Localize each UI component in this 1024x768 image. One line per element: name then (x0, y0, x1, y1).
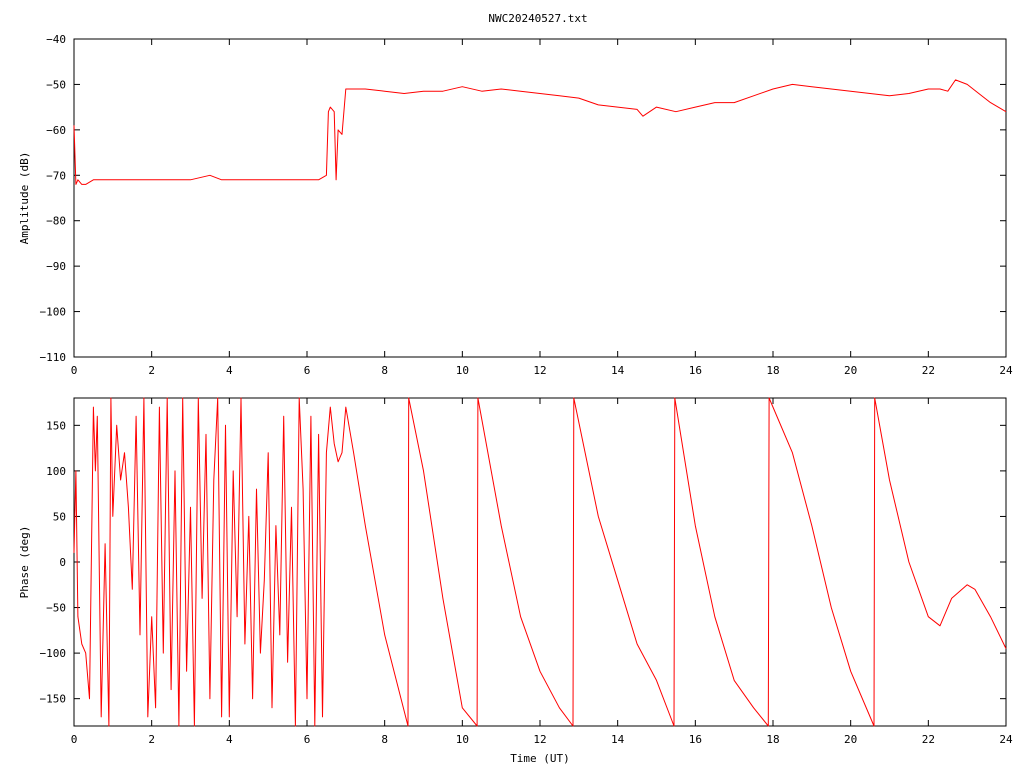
amplitude-plot: 0 2 4 6 8 10 12 14 16 18 20 22 24 −110−100−90−80−70−… (18, 33, 1013, 377)
phase-y-tick-label: 0 (59, 556, 66, 569)
phase-x-tick-label: 4 (226, 733, 233, 746)
phase-y-tick-label: 50 (53, 510, 66, 523)
amplitude-x-tick-label: 12 (533, 364, 546, 377)
amplitude-y-tick-label: −60 (46, 124, 66, 137)
amplitude-x-tick-label: 6 (304, 364, 311, 377)
phase-x-tick-label: 2 (148, 733, 155, 746)
amplitude-x-tick-label: 20 (844, 364, 857, 377)
amplitude-y-tick-label: −110 (40, 351, 67, 364)
amplitude-x-tick-label: 18 (766, 364, 779, 377)
amplitude-x-tick-label: 10 (456, 364, 469, 377)
amplitude-x-tick-label: 2 (148, 364, 155, 377)
amplitude-y-tick-label: −90 (46, 260, 66, 273)
phase-x-tick-label: 12 (533, 733, 546, 746)
amplitude-plot-frame (73, 38, 1007, 358)
amplitude-x-tick-label: 14 (611, 364, 625, 377)
amplitude-y-tick-label: −50 (46, 78, 66, 91)
phase-series-line (73, 397, 1007, 727)
phase-y-ticks: −150 −100 −50 0 50 100 150 (40, 419, 1006, 706)
amplitude-x-tick-label: 4 (226, 364, 233, 377)
amplitude-y-tick-label: −100 (40, 306, 67, 319)
amplitude-x-ticks: 0 2 4 6 8 10 12 14 16 18 20 22 24 (71, 39, 1013, 377)
phase-y-tick-label: −50 (46, 602, 66, 615)
phase-y-tick-label: −150 (40, 693, 67, 706)
amplitude-x-tick-label: 22 (922, 364, 935, 377)
amplitude-x-tick-label: 0 (71, 364, 78, 377)
amplitude-y-tick-label: −70 (46, 169, 66, 182)
amplitude-series-line (73, 79, 1007, 185)
phase-y-axis-label: Phase (deg) (18, 526, 31, 599)
amplitude-y-ticks: −110 −100 −90 −80 −70 −60 −50 −40 (40, 33, 1006, 364)
phase-x-tick-label: 20 (844, 733, 857, 746)
phase-x-tick-label: 14 (611, 733, 625, 746)
amplitude-y-tick-label: −80 (46, 215, 66, 228)
phase-x-tick-label: 22 (922, 733, 935, 746)
phase-plot-frame (73, 397, 1007, 727)
amplitude-x-tick-label: 8 (381, 364, 388, 377)
amplitude-x-tick-label: 16 (689, 364, 702, 377)
chart-title: NWC20240527.txt (488, 12, 587, 25)
phase-x-ticks: 0 2 4 6 8 10 12 14 16 18 20 22 24 (71, 398, 1013, 746)
phase-y-tick-label: 150 (46, 419, 66, 432)
phase-y-tick-label: −100 (40, 647, 67, 660)
phase-x-tick-label: 6 (304, 733, 311, 746)
phase-x-tick-label: 16 (689, 733, 702, 746)
amplitude-y-tick-label: −40 (46, 33, 66, 46)
phase-x-axis-label: Time (UT) (510, 752, 570, 765)
phase-x-tick-label: 8 (381, 733, 388, 746)
amplitude-y-axis-label: Amplitude (dB) (18, 152, 31, 245)
phase-y-tick-label: 100 (46, 465, 66, 478)
amplitude-x-tick-label: 24 (999, 364, 1013, 377)
phase-x-tick-label: 24 (999, 733, 1013, 746)
phase-x-tick-label: 10 (456, 733, 469, 746)
phase-x-tick-label: 18 (766, 733, 779, 746)
phase-plot: 0 2 4 6 8 10 12 14 16 18 20 22 24 −150−100−500501001… (18, 397, 1013, 765)
phase-x-tick-label: 0 (71, 733, 78, 746)
